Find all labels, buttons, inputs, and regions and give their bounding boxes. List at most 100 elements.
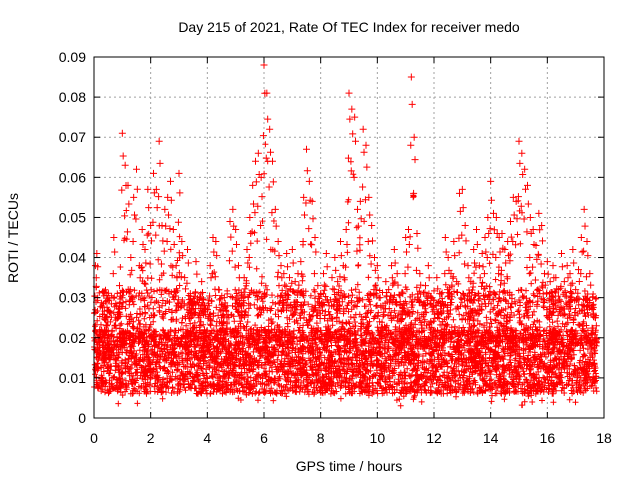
data-point bbox=[248, 228, 256, 236]
data-point bbox=[373, 292, 381, 300]
data-point bbox=[282, 282, 290, 290]
data-point bbox=[145, 204, 153, 212]
data-point bbox=[403, 248, 411, 256]
data-point bbox=[407, 141, 415, 149]
data-point bbox=[575, 277, 583, 285]
data-point bbox=[380, 311, 388, 319]
data-point bbox=[297, 258, 305, 266]
data-point bbox=[479, 263, 487, 271]
data-point bbox=[96, 326, 104, 334]
data-point bbox=[191, 289, 199, 297]
data-point bbox=[349, 130, 357, 138]
data-point bbox=[274, 273, 282, 281]
data-point bbox=[410, 189, 418, 197]
data-point bbox=[476, 274, 484, 282]
data-point bbox=[571, 311, 579, 319]
data-point bbox=[332, 266, 340, 274]
data-point bbox=[220, 294, 228, 302]
data-point bbox=[541, 281, 549, 289]
data-point bbox=[228, 247, 236, 255]
data-point bbox=[302, 199, 310, 207]
data-point bbox=[111, 248, 119, 256]
data-point bbox=[387, 292, 395, 300]
data-point bbox=[165, 211, 173, 219]
data-point bbox=[102, 322, 110, 330]
data-point bbox=[184, 259, 192, 267]
data-point bbox=[291, 305, 299, 313]
data-point bbox=[551, 302, 559, 310]
data-point bbox=[218, 314, 225, 322]
data-point bbox=[234, 292, 242, 300]
data-point bbox=[112, 324, 120, 332]
data-point bbox=[536, 226, 544, 234]
data-point bbox=[337, 252, 345, 260]
data-point bbox=[518, 149, 526, 157]
data-point bbox=[209, 234, 217, 241]
data-point bbox=[432, 302, 440, 310]
data-point bbox=[585, 298, 593, 306]
data-point bbox=[97, 333, 105, 341]
data-point bbox=[441, 234, 449, 241]
data-point bbox=[207, 274, 215, 282]
data-point bbox=[572, 286, 580, 294]
data-point bbox=[448, 281, 456, 289]
data-point bbox=[242, 279, 250, 287]
data-point bbox=[286, 285, 294, 293]
data-point bbox=[186, 290, 194, 298]
data-point bbox=[485, 229, 493, 237]
data-point bbox=[133, 185, 141, 193]
data-point bbox=[567, 281, 575, 289]
data-point bbox=[382, 278, 390, 286]
data-point bbox=[475, 292, 483, 300]
data-point bbox=[252, 157, 259, 165]
data-point bbox=[482, 248, 490, 256]
data-point bbox=[280, 270, 288, 278]
data-point bbox=[262, 154, 270, 162]
data-point bbox=[359, 125, 367, 133]
data-point bbox=[317, 290, 325, 298]
x-tick-label: 0 bbox=[90, 430, 98, 446]
data-point bbox=[343, 241, 351, 249]
data-point bbox=[178, 238, 186, 246]
data-point bbox=[532, 242, 540, 250]
data-point bbox=[352, 137, 360, 145]
data-point bbox=[101, 334, 109, 342]
data-point bbox=[268, 209, 276, 217]
data-point bbox=[544, 270, 552, 278]
data-point bbox=[546, 305, 554, 313]
data-point bbox=[569, 246, 577, 254]
data-point bbox=[217, 334, 225, 342]
data-point bbox=[371, 254, 378, 262]
data-point bbox=[356, 197, 364, 205]
data-point bbox=[510, 211, 518, 219]
data-point bbox=[385, 286, 393, 294]
data-point bbox=[386, 296, 394, 304]
data-point bbox=[309, 215, 317, 223]
data-point bbox=[333, 305, 341, 313]
dense-point-cloud bbox=[91, 141, 600, 409]
data-point bbox=[526, 213, 534, 221]
data-point bbox=[353, 247, 361, 255]
data-point bbox=[318, 300, 326, 308]
data-point bbox=[143, 231, 151, 239]
data-point bbox=[164, 193, 172, 201]
data-point bbox=[179, 252, 187, 260]
data-point bbox=[121, 212, 129, 220]
data-point bbox=[461, 260, 469, 268]
data-point bbox=[157, 260, 165, 268]
y-axis-label: ROTI / TECUs bbox=[5, 193, 21, 283]
data-point bbox=[334, 278, 342, 286]
data-point bbox=[478, 282, 486, 290]
data-point bbox=[373, 262, 381, 270]
data-point bbox=[254, 202, 262, 210]
data-point bbox=[454, 289, 462, 297]
data-point bbox=[368, 221, 376, 229]
data-point bbox=[172, 292, 180, 300]
data-point bbox=[514, 193, 522, 201]
data-point bbox=[108, 344, 116, 352]
data-point bbox=[492, 254, 500, 262]
data-point bbox=[252, 178, 260, 186]
data-point bbox=[138, 263, 146, 271]
